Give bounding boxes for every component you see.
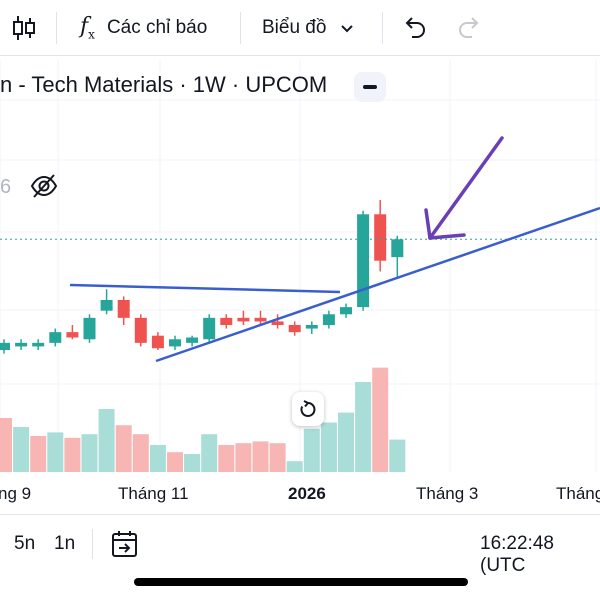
x-axis-label: Tháng 11 [118,484,189,503]
eye-off-icon[interactable] [30,172,58,205]
candle-body [271,321,284,325]
undo-button[interactable] [402,0,428,56]
range-1-day-button[interactable]: 1n [54,533,76,554]
redo-icon [459,17,479,38]
candlesticks [0,200,404,354]
go-to-date-button[interactable] [110,529,140,565]
candle-body [117,300,130,318]
candle-body [254,317,267,322]
candlestick-icon [13,16,35,40]
candle-body [220,317,233,325]
candle-body [151,335,164,349]
hidden-indicator-value: 6 [0,176,12,198]
candle-body [66,332,79,338]
volume-bar [30,436,47,472]
volume-bar [338,412,354,472]
candle-body [374,214,387,261]
volume-bar [286,461,303,472]
candle-body [100,300,113,311]
volume-bar [47,432,64,472]
volume-bar [184,454,201,472]
x-axis-label: Tháng 3 [416,484,479,503]
volume-bar [218,445,235,472]
annotation-arrow [424,136,504,240]
price-chart[interactable] [0,0,600,480]
chart-type-dropdown[interactable]: Biểu đồ [262,0,356,56]
volume-bar [149,445,166,472]
resistance-trendline [69,283,341,294]
volume-bars [0,367,406,472]
volume-bar [269,443,286,472]
undo-icon [405,17,425,38]
top-toolbar: fx Các chỉ báo Biểu đồ [0,0,600,56]
chart-grid [0,60,600,472]
volume-bar [201,434,218,472]
indicators-label: Các chỉ báo [106,17,208,38]
minus-icon [363,85,377,89]
toolbar-divider [382,12,383,44]
volume-bar [320,422,337,472]
candle-body [83,317,96,340]
volume-bar [389,439,406,472]
candle-body [169,339,181,347]
volume-bar [372,367,389,472]
redo-button[interactable] [456,0,482,56]
toolbar-divider [240,12,241,44]
support-trendline [155,206,600,363]
candle-body [322,314,335,325]
reset-icon [300,400,316,417]
candle-body [32,342,45,347]
candle-body [186,337,199,343]
volume-bar [132,434,149,472]
candle-body [357,214,370,308]
toolbar-divider [92,529,93,559]
volume-bar [115,425,132,472]
candle-body [237,317,250,322]
candle-body [305,325,318,329]
chevron-down-icon [341,25,354,33]
volume-bar [81,434,98,472]
home-indicator [134,578,468,586]
function-icon: fx [80,14,95,42]
volume-bar [0,418,12,472]
candle-body [340,307,352,315]
volume-bar [13,427,30,472]
candle-body [288,325,301,333]
clock-timezone[interactable]: 16:22:48 (UTC [480,533,554,576]
candle-body [391,239,404,258]
candle-body [203,317,216,340]
chart-type-label: Biểu đồ [262,17,327,38]
collapse-legend-button[interactable] [354,72,386,102]
candlestick-chart-type-button[interactable] [12,0,36,56]
volume-bar [64,437,81,472]
volume-bar [303,428,320,472]
volume-bar [98,409,115,472]
x-axis-label: Tháng [556,484,600,503]
volume-bar [235,443,252,472]
volume-bar [355,382,372,472]
candle-body [15,342,28,347]
bottom-toolbar: 5n 1n 16:22:48 (UTC [0,514,600,576]
candle-body [0,342,10,350]
volume-bar [252,441,269,472]
symbol-title[interactable]: n - Tech Materials · 1W · UPCOM [0,72,328,97]
x-axis-label: 2026 [288,484,326,503]
volume-bar [167,452,183,472]
toolbar-divider [56,12,57,44]
x-axis-label: ng 9 [0,484,32,503]
range-5-days-button[interactable]: 5n [14,533,36,554]
go-to-date-icon [112,531,137,557]
reset-chart-button[interactable] [292,392,324,426]
candle-body [49,332,62,343]
candle-body [134,317,147,343]
indicators-button[interactable]: fx Các chỉ báo [80,0,207,56]
